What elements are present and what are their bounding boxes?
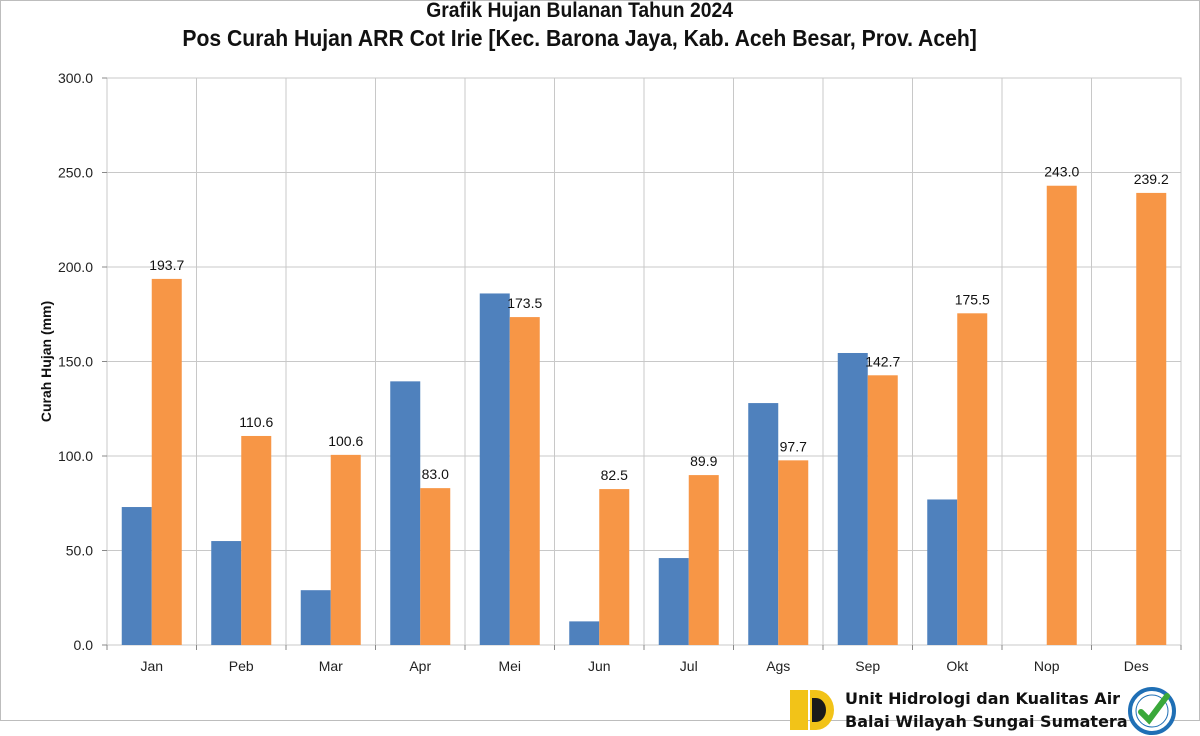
data-label-nop: 243.0 [1044, 164, 1079, 180]
bar-series2-jul [688, 475, 719, 645]
bar-series2-des [1136, 192, 1167, 646]
x-tick-label-sep: Sep [855, 658, 880, 674]
bar-series2-peb [241, 435, 272, 645]
bar-series2-nop [1046, 185, 1077, 646]
bar-series2-okt [957, 313, 988, 645]
bar-series2-jun [599, 489, 630, 645]
y-tick-label: 100.0 [58, 448, 93, 464]
y-tick-label: 250.0 [58, 165, 93, 181]
x-tick-label-ags: Ags [766, 658, 790, 674]
data-label-peb: 110.6 [239, 414, 273, 430]
y-tick-label: 200.0 [58, 259, 93, 275]
x-tick-label-okt: Okt [946, 658, 968, 674]
x-tick-label-nop: Nop [1034, 658, 1060, 674]
bar-series2-apr [420, 488, 451, 645]
footer-agency-name: Balai Wilayah Sungai Sumatera I [845, 712, 1140, 731]
bar-series1-sep [837, 352, 868, 645]
data-label-apr: 83.0 [422, 466, 449, 482]
x-tick-label-apr: Apr [409, 658, 431, 674]
bar-series1-apr [390, 381, 421, 645]
bar-series2-ags [778, 460, 809, 645]
bar-series1-mei [479, 293, 510, 645]
y-tick-label: 300.0 [58, 70, 93, 86]
bar-series1-jul [658, 558, 689, 645]
bar-series2-mei [509, 317, 540, 645]
x-tick-label-jan: Jan [140, 658, 163, 674]
pupr-logo-icon [790, 690, 834, 730]
data-label-sep: 142.7 [865, 353, 900, 369]
footer-unit-name: Unit Hidrologi dan Kualitas Air [845, 689, 1121, 708]
bar-chart: 0.0 50.0 100.0 150.0 200.0 250.0 300.0 Curah Hu… [38, 70, 1182, 674]
bar-series1-mar [300, 590, 331, 645]
x-tick-label-mei: Mei [498, 658, 521, 674]
data-label-des: 239.2 [1134, 171, 1169, 187]
x-tick-label-des: Des [1124, 658, 1149, 674]
data-label-mar: 100.6 [328, 433, 363, 449]
x-tick-label-mar: Mar [319, 658, 343, 674]
chart-title: Grafik Hujan Bulanan Tahun 2024 [426, 0, 733, 22]
x-tick-label-peb: Peb [229, 658, 254, 674]
y-tick-label: 0.0 [74, 637, 94, 653]
bar-series1-okt [927, 499, 958, 645]
bar-series1-jan [121, 507, 152, 645]
data-label-jun: 82.5 [601, 467, 628, 483]
bar-series1-peb [211, 541, 242, 645]
bar-series2-jan [151, 278, 182, 645]
iso-certification-badge-icon [1128, 687, 1176, 735]
data-label-ags: 97.7 [780, 438, 807, 454]
data-label-okt: 175.5 [955, 291, 990, 307]
y-tick-label: 50.0 [66, 543, 93, 559]
bar-series2-mar [330, 454, 361, 645]
bar-series1-jun [569, 621, 600, 645]
data-label-jul: 89.9 [690, 453, 717, 469]
data-label-mei: 173.5 [507, 295, 542, 311]
chart-subtitle: Pos Curah Hujan ARR Cot Irie [Kec. Baron… [182, 25, 977, 51]
data-label-jan: 193.7 [149, 257, 184, 273]
y-tick-label: 150.0 [58, 354, 93, 370]
bar-series1-ags [748, 403, 779, 645]
x-tick-label-jun: Jun [588, 658, 611, 674]
y-axis-title: Curah Hujan (mm) [38, 301, 54, 422]
x-tick-label-jul: Jul [680, 658, 698, 674]
bar-series2-sep [867, 375, 898, 645]
